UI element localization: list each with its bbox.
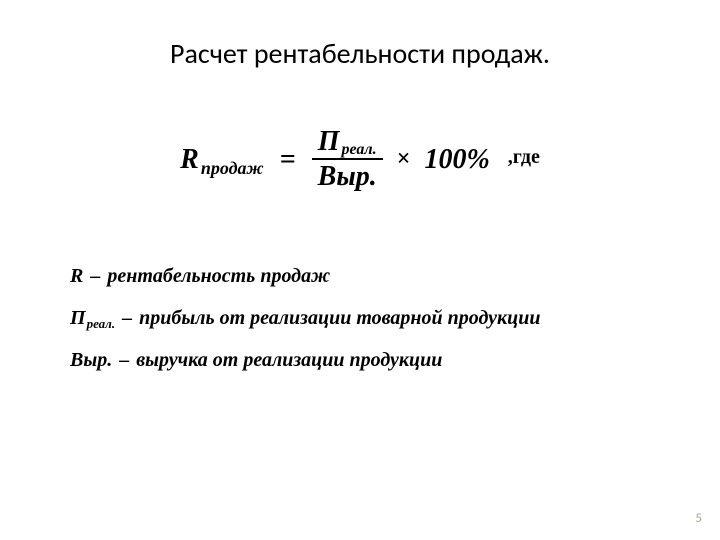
def-v-sym: Выр. (70, 349, 112, 371)
fraction-denominator: Выр. (312, 160, 383, 193)
fraction: Преал. Выр. (312, 127, 383, 193)
slide-title: Расчет рентабельности продаж. (70, 36, 650, 71)
def-r-dash: – (90, 265, 100, 287)
equals-sign: = (280, 144, 296, 176)
def-p-dash: – (122, 307, 132, 329)
formula-lhs: R продаж (180, 144, 264, 176)
num-var: П (318, 126, 340, 157)
def-v-text: выручка от реализации продукции (136, 349, 442, 371)
page-number: 5 (695, 511, 702, 526)
lhs-sub: продаж (201, 158, 264, 179)
def-p-text: прибыль от реализации товарной продукции (139, 307, 540, 329)
def-v-dash: – (119, 349, 129, 371)
lhs-var: R (180, 144, 199, 176)
fraction-numerator: Преал. (312, 127, 383, 160)
where-label: ,где (508, 146, 540, 169)
def-r-text: рентабельность продаж (107, 265, 330, 287)
def-p-sym: П (70, 307, 86, 329)
num-sub: реал. (342, 141, 377, 158)
def-v: Выр. – выручка от реализации продукции (70, 341, 650, 379)
def-p: Преал. – прибыль от реализации товарной … (70, 299, 650, 337)
formula: R продаж = Преал. Выр. × 100% ,где (70, 127, 650, 193)
hundred-percent: 100% (424, 144, 489, 176)
multiply-sign: × (397, 146, 411, 173)
def-r: R – рентабельность продаж (70, 257, 650, 295)
def-r-sym: R (70, 265, 83, 287)
slide: Расчет рентабельности продаж. R продаж =… (0, 0, 720, 540)
definitions: R – рентабельность продаж Преал. – прибы… (70, 257, 650, 379)
def-p-sub: реал. (87, 316, 116, 331)
